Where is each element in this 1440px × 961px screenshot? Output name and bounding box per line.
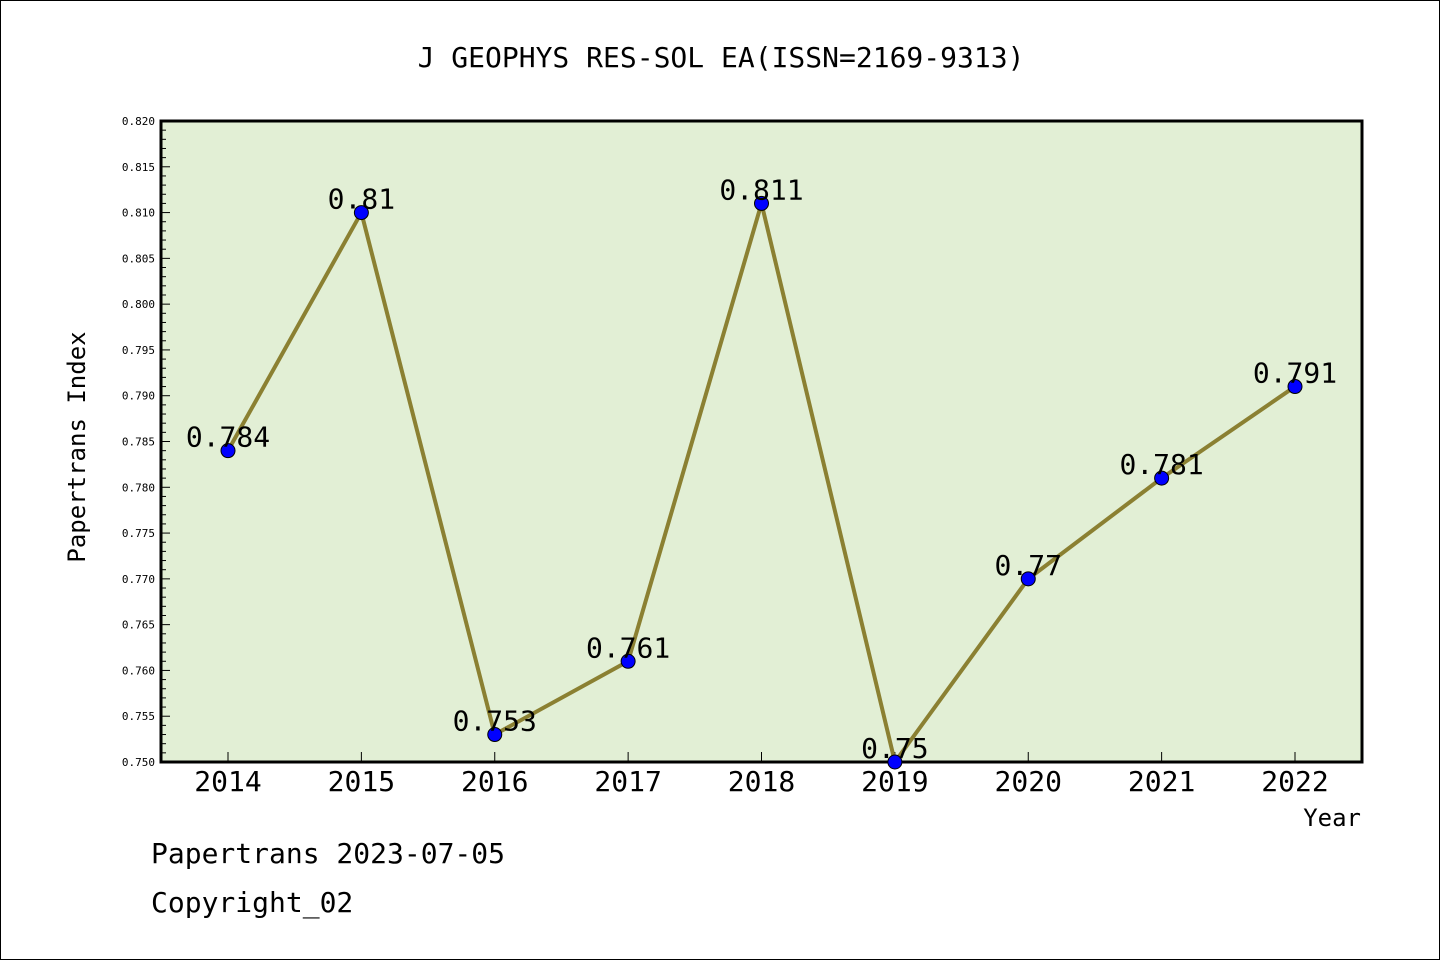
data-label: 0.791 [1253, 357, 1337, 390]
y-tick-label: 0.790 [122, 390, 155, 403]
y-tick-label: 0.800 [122, 298, 155, 311]
y-tick-label: 0.815 [122, 161, 155, 174]
data-label: 0.753 [453, 705, 537, 738]
x-axis: 2014 2015 2016 2017 2018 2019 2020 2021 2022 [194, 752, 1329, 798]
data-label: 0.77 [995, 549, 1062, 582]
x-axis-label: Year [1303, 804, 1361, 832]
y-tick-label: 0.775 [122, 527, 155, 540]
y-axis-label: Papertrans Index [63, 331, 91, 562]
x-tick-label: 2020 [995, 765, 1062, 798]
y-tick-label: 0.760 [122, 664, 155, 677]
data-label: 0.75 [861, 732, 928, 765]
data-point [1020, 571, 1036, 587]
data-label: 0.761 [586, 631, 670, 664]
footer-copyright: Copyright_02 [151, 886, 354, 919]
y-axis: 0.750 0.755 0.760 0.765 0.770 0.775 0.780 0.785… [122, 115, 170, 769]
data-point [1154, 470, 1170, 486]
x-tick-label: 2017 [594, 765, 661, 798]
footer-stamp: Papertrans 2023-07-05 [151, 837, 506, 870]
data-label: 0.781 [1119, 448, 1203, 481]
x-tick-label: 2014 [194, 765, 261, 798]
x-tick-label: 2015 [328, 765, 395, 798]
data-labels: 0.784 0.81 0.753 0.761 0.811 0.75 0.77 0.781 0.7… [186, 173, 1337, 765]
series-papertrans-index [220, 195, 1303, 770]
data-label: 0.81 [328, 183, 395, 216]
plot-area [159, 119, 1364, 764]
y-tick-label: 0.780 [122, 481, 155, 494]
y-tick-label: 0.765 [122, 619, 155, 632]
data-point [353, 205, 369, 221]
data-point [487, 727, 503, 743]
data-point [220, 443, 236, 459]
y-tick-label: 0.795 [122, 344, 155, 357]
chart-title: J GEOPHYS RES-SOL EA(ISSN=2169-9313) [418, 41, 1025, 74]
data-point [620, 653, 636, 669]
y-tick-label: 0.755 [122, 710, 155, 723]
x-tick-label: 2016 [461, 765, 528, 798]
y-tick-label: 0.785 [122, 436, 155, 449]
x-tick-label: 2021 [1128, 765, 1195, 798]
y-tick-label: 0.750 [122, 756, 155, 769]
data-point [754, 195, 769, 211]
data-label: 0.811 [719, 173, 803, 206]
y-tick-label: 0.805 [122, 252, 155, 265]
data-point [887, 754, 903, 770]
data-point [1287, 379, 1303, 395]
x-tick-label: 2018 [728, 765, 795, 798]
x-tick-label: 2019 [861, 765, 928, 798]
x-tick-label: 2022 [1261, 765, 1328, 798]
y-tick-label: 0.820 [122, 115, 155, 128]
y-tick-label: 0.810 [122, 207, 155, 220]
y-tick-label: 0.770 [122, 573, 155, 586]
data-label: 0.784 [186, 421, 270, 454]
